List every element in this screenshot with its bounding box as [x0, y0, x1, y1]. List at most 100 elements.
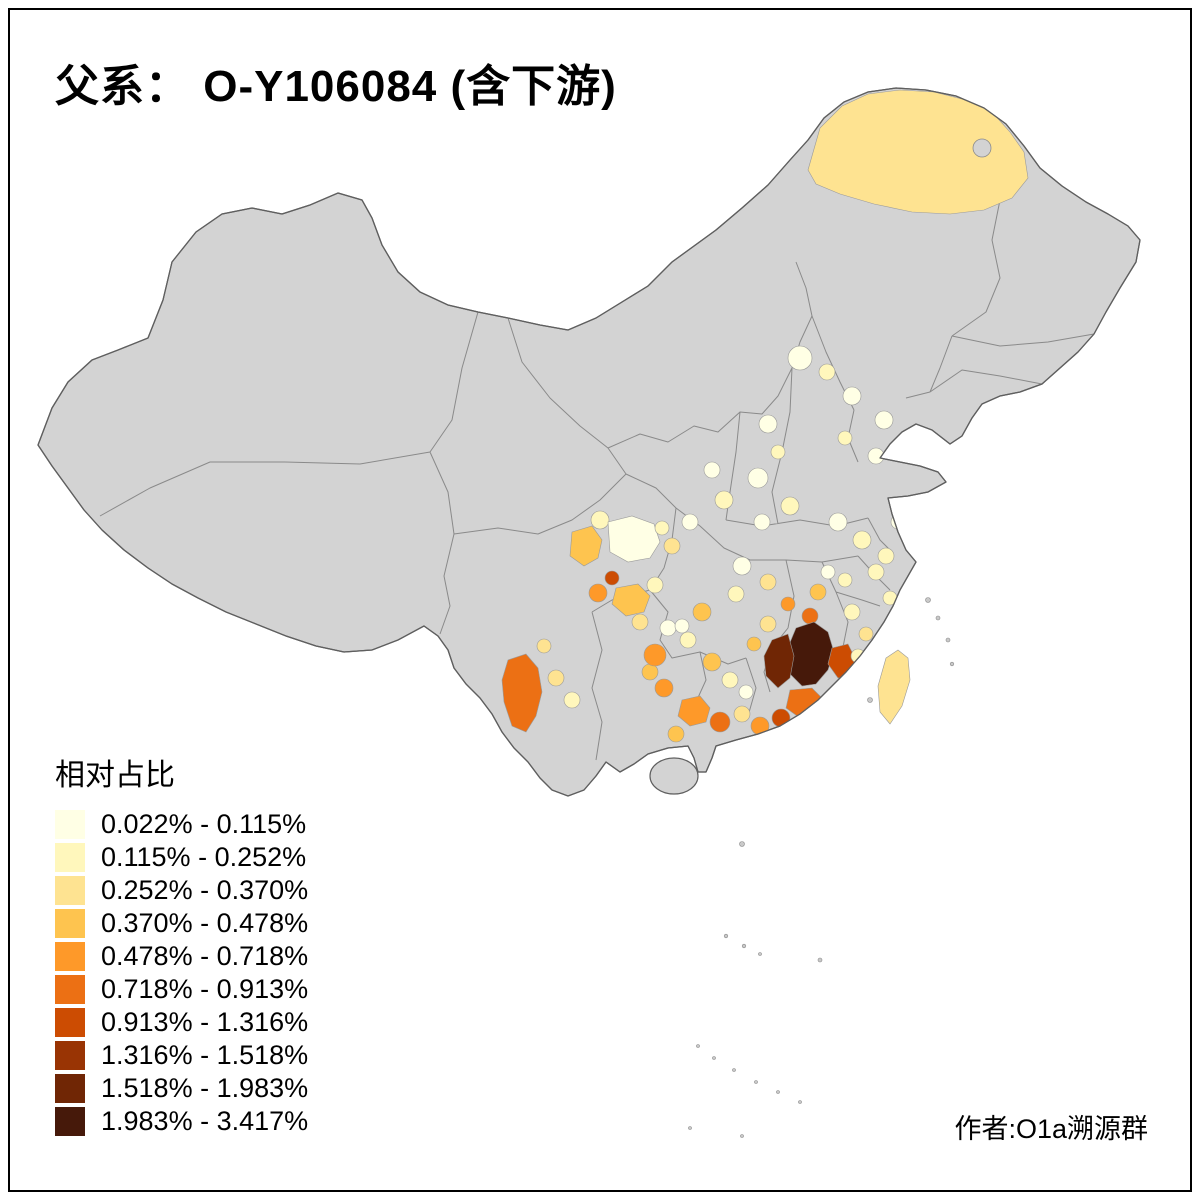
legend-label: 1.316% - 1.518%: [101, 1040, 309, 1070]
legend-label: 0.252% - 0.370%: [101, 875, 309, 905]
islet: [732, 1068, 736, 1072]
islet: [817, 957, 823, 963]
islet: [798, 1100, 802, 1104]
map-region: [563, 691, 581, 709]
map-region: [590, 510, 610, 530]
legend-item: 0.913% - 1.316%: [55, 1006, 308, 1039]
legend-item: 0.478% - 0.718%: [55, 940, 308, 973]
map-region: [759, 615, 777, 633]
map-region: [809, 583, 827, 601]
islet: [754, 1080, 758, 1084]
legend-label: 0.478% - 0.718%: [101, 941, 309, 971]
map-region: [780, 596, 796, 612]
map-region: [758, 414, 778, 434]
islet: [925, 597, 931, 603]
taiwan-region: [877, 649, 911, 725]
map-region: [702, 652, 722, 672]
map-region: [733, 705, 751, 723]
map-region: [721, 671, 739, 689]
map-region: [631, 613, 649, 631]
map-region: [709, 711, 731, 733]
map-region: [674, 618, 690, 634]
map-region: [750, 716, 770, 736]
islet: [776, 1090, 780, 1094]
map-region: [659, 619, 677, 637]
legend-swatch: [55, 810, 85, 839]
map-region: [611, 583, 651, 617]
map-region: [641, 663, 659, 681]
legend-item: 0.115% - 0.252%: [55, 841, 308, 874]
national-border: [37, 87, 1141, 797]
map-region: [837, 572, 853, 588]
legend-item: 0.022% - 0.115%: [55, 808, 308, 841]
legend: 相对占比 0.022% - 0.115% 0.115% - 0.252% 0.2…: [55, 750, 308, 1138]
hainan-island: [649, 757, 699, 795]
sea-islets: [688, 597, 955, 1138]
map-region: [679, 631, 697, 649]
legend-item: 1.983% - 3.417%: [55, 1105, 308, 1138]
legend-label: 0.913% - 1.316%: [101, 1007, 309, 1037]
map-region: [759, 573, 777, 591]
legend-swatch: [55, 1074, 85, 1103]
map-region: [738, 684, 754, 700]
map-region: [792, 715, 810, 733]
islet: [945, 637, 951, 643]
map-region: [770, 444, 786, 460]
map-region: [746, 636, 762, 652]
map-region: [732, 556, 752, 576]
map-region: [820, 564, 836, 580]
map-region: [714, 490, 734, 510]
map-region: [842, 386, 862, 406]
islet: [739, 841, 745, 847]
penghu-islet: [867, 697, 873, 703]
map-region: [536, 638, 552, 654]
map-region: [501, 653, 543, 733]
map-region: [703, 461, 721, 479]
map-region: [877, 547, 895, 565]
legend-label: 0.022% - 0.115%: [101, 809, 307, 839]
map-region: [828, 512, 848, 532]
map-region: [852, 530, 872, 550]
legend-swatch: [55, 1107, 85, 1136]
legend-item: 0.252% - 0.370%: [55, 874, 308, 907]
map-region: [753, 513, 771, 531]
map-region: [727, 585, 745, 603]
map-region: [771, 708, 791, 728]
map-region: [747, 467, 769, 489]
map-region: [972, 138, 992, 158]
legend-label: 1.518% - 1.983%: [101, 1073, 309, 1103]
legend-title: 相对占比: [55, 759, 175, 792]
map-region: [843, 603, 861, 621]
map-region: [874, 410, 894, 430]
map-region: [692, 602, 712, 622]
legend-label: 0.115% - 0.252%: [101, 842, 307, 872]
legend-swatch: [55, 909, 85, 938]
islet: [712, 1056, 716, 1060]
legend-swatch: [55, 942, 85, 971]
legend-label: 0.370% - 0.478%: [101, 908, 309, 938]
legend-swatch: [55, 975, 85, 1004]
legend-item: 0.370% - 0.478%: [55, 907, 308, 940]
map-region: [858, 626, 874, 642]
map-region: [588, 583, 608, 603]
map-region: [763, 633, 795, 689]
islet: [723, 933, 729, 939]
map-region: [818, 363, 836, 381]
map-region: [547, 669, 565, 687]
map-region: [604, 570, 620, 586]
map-region: [831, 683, 849, 701]
legend-item: 1.316% - 1.518%: [55, 1039, 308, 1072]
map-region: [867, 563, 885, 581]
islet: [758, 952, 762, 956]
map-region: [654, 678, 674, 698]
map-region: [569, 525, 603, 567]
coloured-regions: [501, 89, 1029, 743]
map-region: [897, 433, 915, 451]
map-region: [807, 89, 1029, 215]
legend-swatch: [55, 1041, 85, 1070]
map-region: [667, 725, 685, 743]
map-region: [801, 607, 819, 625]
map-region: [607, 515, 661, 563]
